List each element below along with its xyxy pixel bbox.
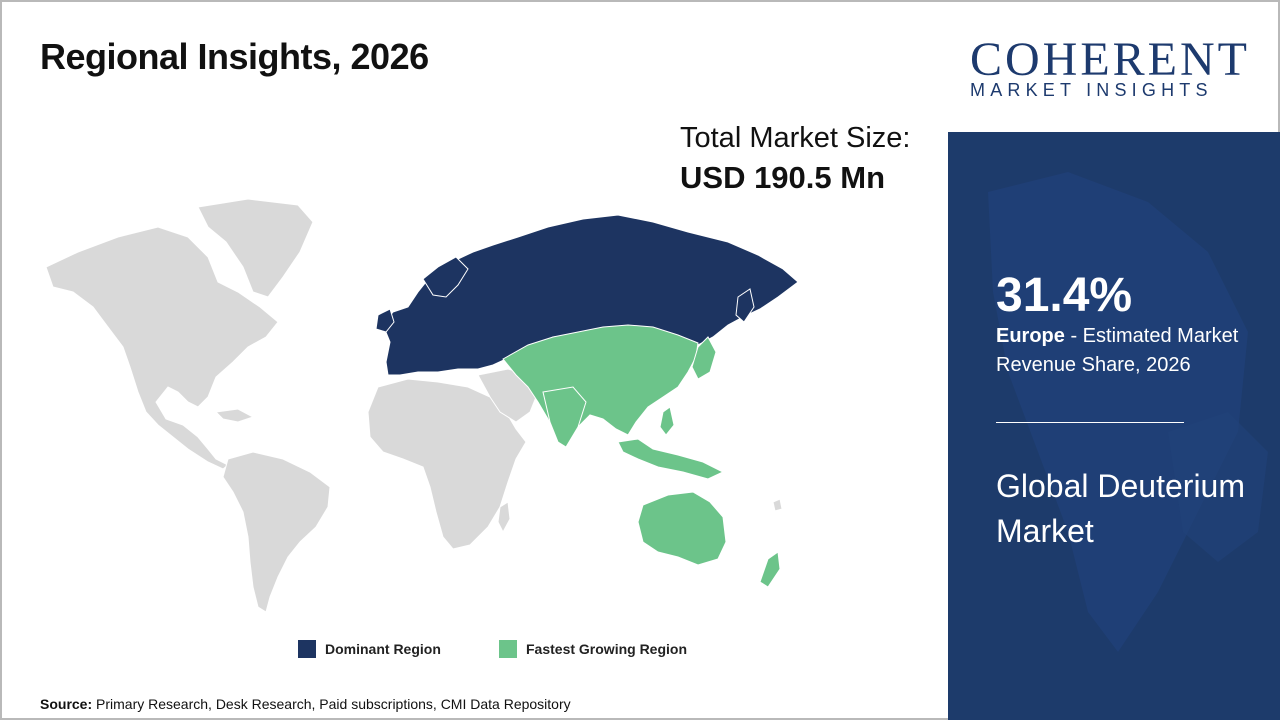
scandinavia-region [422, 256, 469, 298]
world-map [45, 198, 799, 613]
page-title: Regional Insights, 2026 [40, 36, 429, 77]
greenland-region [197, 198, 314, 298]
india-region [542, 386, 587, 448]
africa-region [367, 378, 527, 550]
source-note: Source: Primary Research, Desk Research,… [40, 696, 571, 712]
madagascar-region [497, 501, 511, 534]
total-market-label: Total Market Size: [680, 122, 911, 154]
legend-fastest: Fastest Growing Region [499, 640, 687, 658]
map-legend: Dominant Region Fastest Growing Region [2, 640, 950, 662]
pacific-islands-region [772, 498, 783, 512]
panel-divider [996, 422, 1184, 423]
uk-region [375, 308, 395, 333]
philippines-region [659, 406, 675, 436]
source-text: Primary Research, Desk Research, Paid su… [92, 696, 571, 712]
south-america-region [222, 451, 331, 613]
stat-value: 31.4% [996, 269, 1133, 322]
stat-description: Europe - Estimated Market Revenue Share,… [996, 322, 1266, 380]
legend-fastest-label: Fastest Growing Region [526, 641, 688, 657]
logo-tagline: MARKET INSIGHTS [970, 80, 1213, 100]
australia-region [637, 491, 727, 566]
logo: COHERENT MARKET INSIGHTS [948, 0, 1280, 132]
map-section: Regional Insights, 2026 Total Market Siz… [0, 0, 948, 720]
stat-region: Europe [996, 325, 1065, 347]
stat-panel: 31.4% Europe - Estimated Market Revenue … [948, 132, 1280, 720]
north-america-region [45, 226, 279, 470]
stat-desc-text: - Estimated Market Revenue Share, 2026 [996, 325, 1239, 376]
legend-dominant: Dominant Region [298, 640, 441, 658]
legend-dominant-label: Dominant Region [325, 641, 441, 657]
dominant-swatch [298, 640, 316, 658]
fastest-swatch [499, 640, 517, 658]
panel-background-map [988, 172, 1268, 652]
kamchatka-region [735, 288, 755, 323]
new-zealand-region [759, 551, 781, 588]
info-sidebar: COHERENT MARKET INSIGHTS 31.4% Europe - … [948, 0, 1280, 720]
market-name: Global Deuterium Market [996, 468, 1245, 549]
southeast-asia-region [617, 438, 725, 480]
japan-region [691, 336, 717, 380]
source-prefix: Source: [40, 696, 93, 712]
logo-wordmark: COHERENT [970, 33, 1250, 86]
caribbean-region [214, 408, 255, 423]
total-market-value: USD 190.5 Mn [680, 160, 886, 195]
